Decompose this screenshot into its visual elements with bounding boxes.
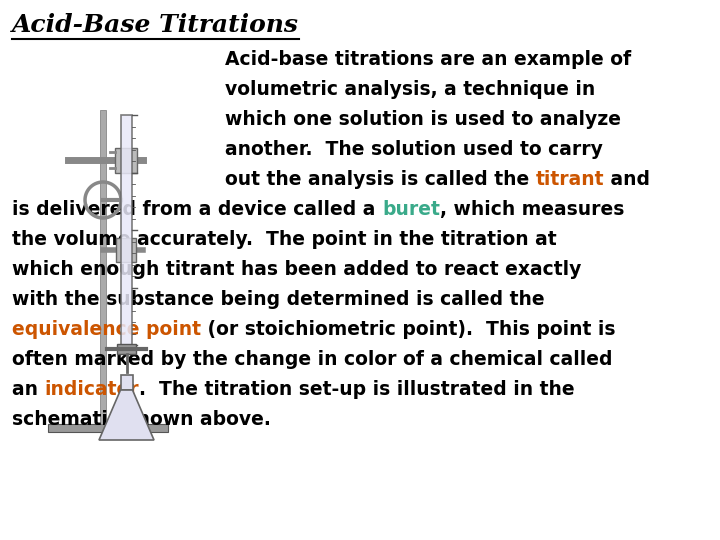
Text: and: and xyxy=(604,170,650,189)
Text: out the analysis is called the: out the analysis is called the xyxy=(225,170,536,189)
Text: another.  The solution used to carry: another. The solution used to carry xyxy=(225,140,603,159)
Text: volumetric analysis, a technique in: volumetric analysis, a technique in xyxy=(225,80,595,99)
Polygon shape xyxy=(99,390,154,440)
Bar xyxy=(48,424,168,432)
Text: titrant: titrant xyxy=(536,170,604,189)
Text: buret: buret xyxy=(382,200,440,219)
Text: often marked by the change in color of a chemical called: often marked by the change in color of a… xyxy=(12,350,613,369)
Text: which one solution is used to analyze: which one solution is used to analyze xyxy=(225,110,621,129)
Text: is delivered from a device called a: is delivered from a device called a xyxy=(12,200,382,219)
Text: (or stoichiometric point).  This point is: (or stoichiometric point). This point is xyxy=(201,320,616,339)
Polygon shape xyxy=(120,375,132,390)
Text: schematic shown above.: schematic shown above. xyxy=(12,410,271,429)
Text: indicator: indicator xyxy=(45,380,139,399)
Bar xyxy=(117,344,136,354)
Text: Acid-base titrations are an example of: Acid-base titrations are an example of xyxy=(225,50,631,69)
Bar xyxy=(121,115,132,345)
Text: with the substance being determined is called the: with the substance being determined is c… xyxy=(12,290,544,309)
Text: which enough titrant has been added to react exactly: which enough titrant has been added to r… xyxy=(12,260,581,279)
Text: equivalence point: equivalence point xyxy=(12,320,201,339)
Text: the volume accurately.  The point in the titration at: the volume accurately. The point in the … xyxy=(12,230,557,249)
Bar xyxy=(116,238,136,262)
Bar xyxy=(100,110,106,424)
Bar xyxy=(115,147,137,172)
Text: .  The titration set-up is illustrated in the: . The titration set-up is illustrated in… xyxy=(139,380,575,399)
Text: Acid-Base Titrations: Acid-Base Titrations xyxy=(12,13,299,37)
Text: , which measures: , which measures xyxy=(440,200,624,219)
Text: an: an xyxy=(12,380,45,399)
